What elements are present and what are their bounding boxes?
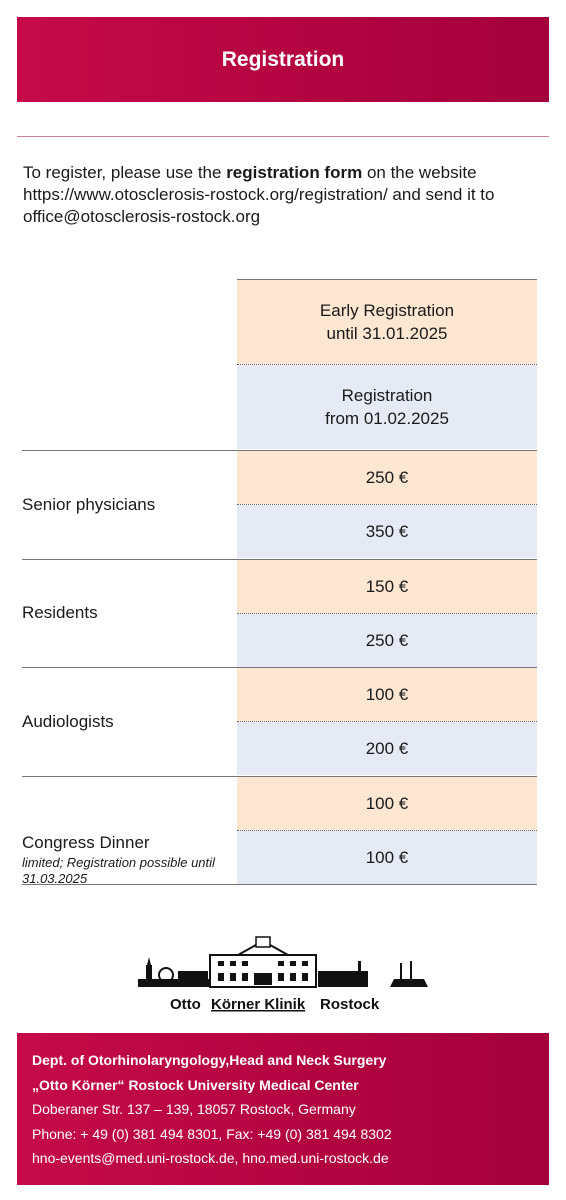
price: 350 € [237, 505, 537, 558]
price: 250 € [237, 613, 537, 667]
header-line: from 01.02.2025 [325, 409, 449, 428]
logo-graphic: Otto Körner Klinik Rostock [138, 936, 428, 1013]
price: 150 € [237, 559, 537, 613]
column-header: Registration from 01.02.2025 [237, 365, 537, 449]
rule-line [22, 884, 537, 885]
dotted-line [237, 612, 537, 614]
row-label: Residents [22, 560, 237, 667]
column-header: Early Registration until 31.01.2025 [237, 280, 537, 364]
intro-text: on the website https://www.otosclerosis-… [23, 163, 495, 226]
label-note: limited; Registration possible until 31.… [22, 855, 215, 886]
footer-line: Doberaner Str. 137 – 139, 18057 Rostock,… [32, 1101, 356, 1117]
logo-word: Körner Klinik [211, 996, 306, 1013]
rule-line [22, 558, 537, 560]
footer-line: „Otto Körner“ Rostock University Medical… [32, 1076, 359, 1093]
label-text: Senior physicians [22, 494, 156, 514]
rule-line [22, 667, 537, 668]
dotted-line [237, 364, 537, 365]
row-label: Audiologists [22, 668, 237, 775]
header-line: until 31.01.2025 [326, 324, 448, 343]
header-line: Registration [341, 386, 433, 405]
price: 100 € [237, 776, 537, 830]
intro-bold: registration form [226, 163, 363, 182]
rule-line [22, 450, 537, 451]
divider [17, 136, 549, 137]
rule-line [237, 279, 537, 280]
rule-line [22, 775, 537, 777]
intro: To register, please use the registration… [23, 162, 543, 228]
footer: Dept. of Otorhinolaryngology,Head and Ne… [17, 1033, 549, 1185]
logo-word: Otto [170, 996, 201, 1013]
row-label: Senior physicians [22, 451, 237, 558]
footer-line: hno-events@med.uni-rostock.de, hno.med.u… [32, 1150, 389, 1166]
logo: Otto Körner Klinik Rostock [138, 935, 428, 1020]
label-text: Congress Dinner [22, 833, 150, 852]
footer-line: Dept. of Otorhinolaryngology,Head and Ne… [32, 1052, 387, 1068]
price: 100 € [237, 668, 537, 721]
label-text: Residents [22, 603, 98, 622]
footer-line: Phone: + 49 (0) 381 494 8301, Fax: +49 (… [32, 1125, 392, 1142]
label-text: Audiologists [22, 711, 114, 731]
logo-word: Rostock [320, 996, 380, 1013]
row-label: Congress Dinner limited; Registration pos… [22, 777, 237, 914]
header: Registration [17, 17, 549, 102]
dotted-line [237, 721, 537, 722]
intro-text: To register, please use the [23, 163, 227, 182]
price: 100 € [237, 830, 537, 884]
header-line: Early Registration [319, 301, 455, 320]
dotted-line [237, 504, 537, 505]
price: 200 € [237, 722, 537, 775]
title: Registration [221, 47, 345, 71]
price: 250 € [237, 451, 537, 504]
dotted-line [237, 829, 537, 831]
